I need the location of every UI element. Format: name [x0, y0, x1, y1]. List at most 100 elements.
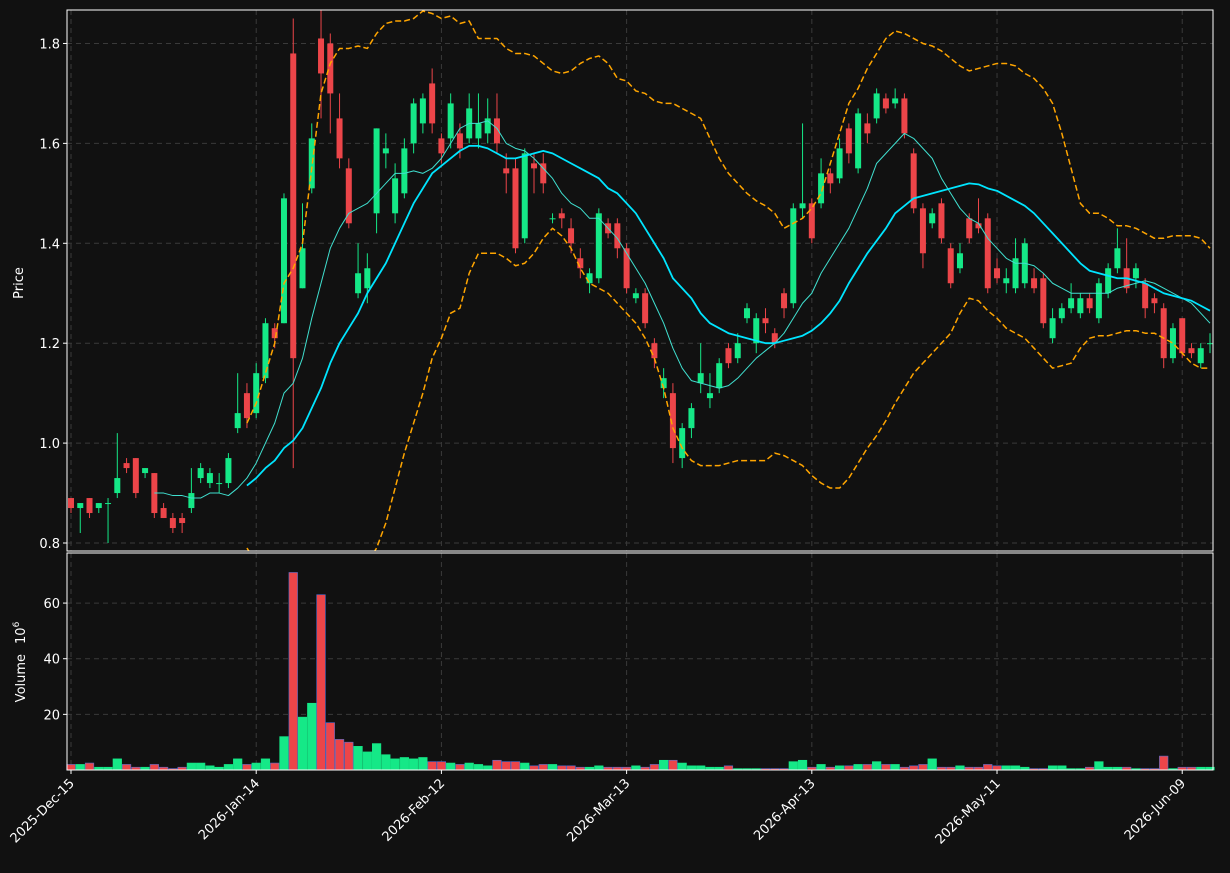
- volume-bar: [501, 761, 511, 771]
- candle-body: [355, 273, 362, 294]
- volume-bar: [927, 758, 937, 771]
- candle-body: [1197, 348, 1204, 364]
- candle-body: [493, 118, 500, 144]
- y-tick-label: 1.4: [39, 237, 60, 252]
- volume-bar: [409, 758, 419, 771]
- candle-body: [660, 378, 667, 389]
- candle-body: [290, 53, 297, 359]
- volume-bar: [186, 762, 196, 771]
- candle-body: [123, 463, 130, 469]
- volume-bar: [149, 764, 159, 771]
- candle-body: [1086, 298, 1093, 309]
- volume-panel-frame: [66, 552, 1214, 771]
- candle-body: [1169, 328, 1176, 359]
- volume-bar: [816, 764, 826, 771]
- candle-body: [271, 328, 278, 339]
- volume-offset-base: 10: [14, 627, 29, 644]
- candle-body: [864, 123, 871, 134]
- candle-body: [929, 213, 936, 224]
- candle-body: [669, 393, 676, 449]
- volume-bar: [473, 764, 484, 771]
- candle-body: [206, 473, 213, 484]
- candle-body: [419, 98, 426, 124]
- volume-bar: [862, 764, 872, 771]
- candle-body: [679, 428, 686, 459]
- volume-bar: [788, 761, 798, 771]
- volume-bar: [529, 765, 539, 771]
- volume-bar: [909, 765, 919, 771]
- candle-body: [1114, 248, 1121, 269]
- candle-body: [966, 218, 973, 239]
- candle-body: [595, 213, 602, 279]
- candle-body: [1031, 278, 1038, 289]
- candle-body: [632, 293, 639, 299]
- candle-body: [956, 253, 963, 269]
- overlay-line: [154, 120, 1211, 499]
- candle-body: [1179, 318, 1186, 354]
- y-tick-label: 60: [43, 597, 60, 612]
- volume-bar: [399, 757, 409, 771]
- candle-body: [1151, 298, 1158, 304]
- volume-bar: [649, 764, 659, 771]
- volume-bar: [797, 759, 808, 771]
- candle-body: [392, 178, 399, 214]
- candle-body: [790, 208, 797, 304]
- volume-bar: [371, 743, 382, 771]
- candle-body: [410, 103, 417, 144]
- volume-bar: [1159, 755, 1169, 771]
- candle-body: [512, 168, 519, 249]
- volume-bar: [483, 765, 493, 771]
- candle-body: [734, 343, 741, 359]
- candle-body: [95, 503, 102, 509]
- candle-body: [984, 218, 991, 289]
- candle-body: [836, 148, 843, 179]
- candle-body: [160, 508, 167, 519]
- candle-body: [781, 293, 788, 309]
- volume-bar: [270, 762, 280, 771]
- candle-body: [364, 268, 371, 289]
- candle-body: [855, 113, 862, 169]
- volume-bar: [260, 758, 271, 771]
- candle-body: [947, 248, 954, 284]
- candle-body: [651, 343, 658, 359]
- candle-body: [77, 503, 84, 509]
- volume-bar: [427, 761, 437, 771]
- volume-bar: [84, 762, 95, 771]
- candle-body: [280, 198, 287, 324]
- y-tick-label: 0.8: [39, 537, 60, 552]
- volume-bar: [66, 764, 76, 771]
- volume-bar: [436, 761, 447, 771]
- volume-bar: [362, 751, 372, 771]
- volume-axis-label: Volume 106: [12, 621, 29, 702]
- volume-bar: [196, 762, 206, 771]
- candle-body: [336, 118, 343, 159]
- candle-body: [1207, 343, 1213, 345]
- candle-body: [243, 393, 250, 419]
- candle-body: [558, 213, 565, 219]
- candle-body: [1188, 348, 1195, 354]
- volume-bar: [659, 759, 669, 771]
- candle-body: [725, 348, 732, 364]
- candle-body: [86, 498, 93, 514]
- candle-body: [456, 133, 463, 149]
- candle-body: [808, 203, 815, 239]
- candle-body: [262, 323, 269, 379]
- candle-body: [1095, 283, 1102, 319]
- candle-body: [688, 408, 695, 429]
- candle-body: [142, 468, 149, 474]
- volume-bar: [344, 741, 354, 771]
- volume-bar: [872, 761, 882, 771]
- candle-body: [132, 458, 139, 494]
- overlay-line: [246, 227, 1210, 551]
- volume-bar: [668, 759, 678, 771]
- candle-body: [586, 273, 593, 284]
- volume-bar: [381, 754, 391, 771]
- candle-body: [1068, 298, 1075, 309]
- candle-body: [318, 38, 325, 74]
- volume-bar: [223, 764, 234, 771]
- candle-body: [169, 518, 176, 529]
- candle-body: [253, 373, 260, 414]
- volume-label: Volume: [14, 654, 29, 702]
- candle-body: [179, 518, 186, 524]
